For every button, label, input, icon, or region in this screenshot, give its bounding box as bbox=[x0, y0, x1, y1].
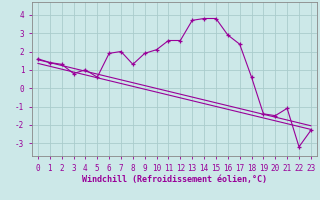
X-axis label: Windchill (Refroidissement éolien,°C): Windchill (Refroidissement éolien,°C) bbox=[82, 175, 267, 184]
